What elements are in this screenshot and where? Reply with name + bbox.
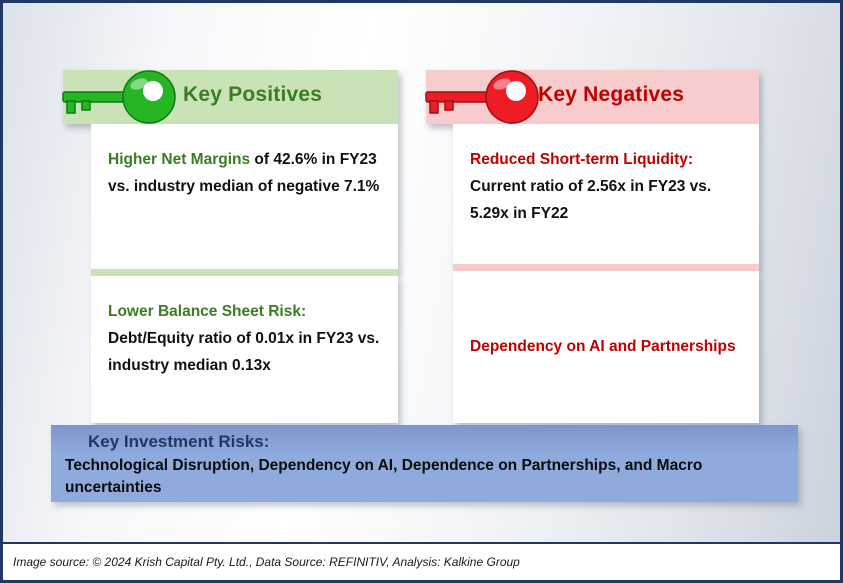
positive-card-net-margins: Higher Net Margins of 42.6% in FY23 vs. … [91,124,398,269]
negative-highlight: Dependency on AI and Partnerships [470,338,736,356]
risks-body: Technological Disruption, Dependency on … [65,457,703,497]
footer-bar: Image source: © 2024 Krish Capital Pty. … [3,542,840,580]
footer-credit: Image source: © 2024 Krish Capital Pty. … [13,555,520,569]
positive-highlight: Higher Net Margins [108,151,251,168]
positives-divider [91,269,398,276]
red-key-icon [425,70,539,124]
negative-detail: Current ratio of 2.56x in FY23 vs. 5.29x… [470,178,712,223]
negative-card-liquidity-text: Reduced Short-term Liquidity: Current rat… [453,124,759,227]
negatives-header-title: Key Negatives [538,83,685,106]
negative-highlight: Reduced Short-term Liquidity: [470,151,694,168]
negative-card-liquidity: Reduced Short-term Liquidity: Current rat… [453,124,759,264]
positive-detail: Debt/Equity ratio of 0.01x in FY23 vs. i… [108,330,380,375]
risks-title: Key Investment Risks: [51,425,798,454]
positive-highlight: Lower Balance Sheet Risk: [108,303,307,320]
positive-detail: of 42.6% in FY23 vs. industry median of … [108,151,380,196]
negative-card-dependency: Dependency on AI and Partnerships [453,271,759,423]
positive-card-net-margins-text: Higher Net Margins of 42.6% in FY23 vs. … [91,124,398,200]
negative-card-dependency-text: Dependency on AI and Partnerships [453,333,752,360]
risks-band: Key Investment Risks: Technological Disr… [51,425,798,502]
negatives-divider [453,264,759,271]
main-area: Key Positives Key Negatives Higher Net M… [3,3,840,544]
positive-card-balance-sheet-text: Lower Balance Sheet Risk: Debt/Equity rat… [91,276,398,379]
positives-header-title: Key Positives [183,83,323,106]
green-key-icon [62,70,176,124]
positive-card-balance-sheet: Lower Balance Sheet Risk: Debt/Equity rat… [91,276,398,423]
